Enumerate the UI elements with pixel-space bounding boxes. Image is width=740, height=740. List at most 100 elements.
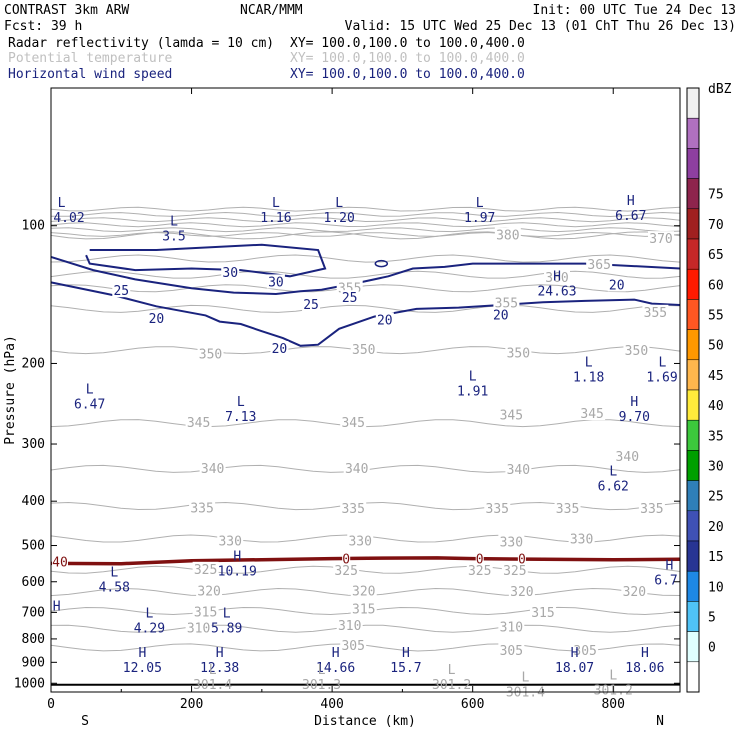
theta-label-bg bbox=[498, 407, 525, 422]
wind-label: 20 bbox=[377, 313, 393, 328]
wind-label-bg bbox=[270, 341, 289, 356]
zero-label-bg bbox=[517, 554, 526, 565]
extremum-h-marker: H bbox=[233, 550, 241, 565]
theta-label-bg bbox=[333, 562, 360, 577]
theta-label: 330 bbox=[348, 535, 371, 550]
theta-label-bg bbox=[340, 415, 367, 430]
y-tick-label: 1000 bbox=[14, 676, 45, 691]
colorbar-swatch bbox=[686, 419, 700, 451]
wind-label-bg bbox=[491, 307, 510, 322]
colorbar-swatch bbox=[686, 601, 700, 632]
y-tick-label: 800 bbox=[22, 632, 45, 647]
theta-contour-line bbox=[50, 227, 681, 233]
wind-contour-30 bbox=[85, 243, 327, 278]
theta-label-bg bbox=[505, 345, 532, 360]
colorbar-unit: dBZ bbox=[708, 82, 732, 97]
colorbar-label: 40 bbox=[708, 399, 724, 414]
theta-label: 335 bbox=[190, 502, 213, 517]
colorbar-swatch bbox=[686, 208, 700, 240]
extremum-l-marker: L bbox=[272, 196, 280, 211]
extremum-value: 6.7 bbox=[654, 574, 677, 589]
extremum-l-marker: L bbox=[335, 196, 343, 211]
wind-label: 30 bbox=[222, 266, 238, 281]
theta-label-bg bbox=[638, 500, 665, 515]
extremum-h-marker: H bbox=[553, 269, 561, 284]
theta-label: 350 bbox=[199, 347, 222, 362]
wind-label: 30 bbox=[268, 275, 284, 290]
theta-label-bg bbox=[197, 346, 224, 361]
wind-label-bg bbox=[221, 265, 240, 280]
theta-label: 340 bbox=[345, 462, 368, 477]
theta-label-bg bbox=[350, 583, 377, 598]
header-init: Init: 00 UTC Tue 24 Dec 13 bbox=[533, 3, 737, 18]
colorbar-swatch bbox=[686, 117, 700, 149]
extremum-value: 1.20 bbox=[323, 211, 354, 226]
extremum-value: 18.07 bbox=[555, 661, 594, 676]
field-theta-name: Potential temperature bbox=[8, 51, 173, 66]
theta-label: 345 bbox=[187, 416, 210, 431]
extremum-l-marker: L bbox=[659, 355, 667, 370]
x-tick-label: 400 bbox=[320, 697, 343, 712]
header-forecast: Fcst: 39 h bbox=[4, 19, 82, 34]
theta-label: 350 bbox=[625, 344, 648, 359]
theta-label: 340 bbox=[507, 463, 530, 478]
colorbar-label: 75 bbox=[708, 188, 724, 203]
wind-label-bg bbox=[266, 274, 285, 289]
x-tick-label: 200 bbox=[180, 697, 203, 712]
wind-label-bg bbox=[607, 277, 626, 292]
theta-label: 330 bbox=[218, 535, 241, 550]
theta-label-bg bbox=[501, 562, 528, 577]
extremum-value: 6.47 bbox=[74, 398, 105, 413]
extremum-l-marker: L bbox=[585, 355, 593, 370]
theta-label-bg bbox=[189, 500, 216, 515]
theta-label: 310 bbox=[338, 619, 361, 634]
theta-contour-line bbox=[50, 217, 681, 223]
field-wind-xy: XY= 100.0,100.0 to 100.0,400.0 bbox=[290, 67, 525, 82]
field-wind-name: Horizontal wind speed bbox=[8, 67, 172, 82]
colorbar-swatch bbox=[686, 178, 700, 210]
extremum-h-marker: H bbox=[53, 599, 61, 614]
extremum-h-marker: H bbox=[666, 559, 674, 574]
extremum-value: 1.97 bbox=[464, 211, 495, 226]
extremum-value: 24.63 bbox=[537, 284, 576, 299]
theta-label: 345 bbox=[341, 416, 364, 431]
theta-label-bg bbox=[529, 605, 556, 620]
colorbar-swatch bbox=[686, 450, 700, 481]
theta-label-bg bbox=[350, 342, 377, 357]
theta-label: 365 bbox=[587, 258, 610, 273]
theta-label-bg bbox=[196, 583, 223, 598]
colorbar-swatch bbox=[686, 661, 700, 693]
wind-contours bbox=[50, 243, 681, 347]
extremum-value: 1.16 bbox=[260, 211, 291, 226]
wind-contour-30-small bbox=[374, 259, 389, 268]
theta-label: 345 bbox=[500, 409, 523, 424]
extremum-h-marker: H bbox=[627, 194, 635, 209]
extremum-value: 4.58 bbox=[99, 580, 130, 595]
theta-label-bg bbox=[498, 642, 525, 657]
extremum-value: 12.38 bbox=[200, 661, 239, 676]
extremum-l-marker: L bbox=[110, 565, 118, 580]
theta-label-bg bbox=[544, 269, 571, 284]
colorbar-swatch bbox=[686, 540, 700, 572]
y-axis-label: Pressure (hPa) bbox=[3, 335, 18, 445]
theta-label-bg bbox=[498, 619, 525, 634]
theta-label: 355 bbox=[644, 306, 667, 321]
extremum-value: 301.3 bbox=[302, 678, 341, 693]
wind-label: 25 bbox=[113, 284, 129, 299]
theta-contour-line bbox=[50, 206, 681, 212]
theta-label: 305 bbox=[341, 639, 364, 654]
zero-label-bg bbox=[342, 554, 351, 565]
theta-label-bg bbox=[192, 604, 219, 619]
colorbar-label: 10 bbox=[708, 580, 724, 595]
theta-label-bg bbox=[494, 227, 521, 242]
theta-label: 320 bbox=[197, 584, 220, 599]
theta-label: 350 bbox=[507, 346, 530, 361]
colorbar-label: 15 bbox=[708, 550, 724, 565]
reflectivity-zero-line bbox=[50, 556, 681, 566]
extremum-value: 1.69 bbox=[646, 370, 677, 385]
colorbar-swatch bbox=[686, 329, 700, 361]
wind-label: 20 bbox=[272, 342, 288, 357]
colorbar-swatch bbox=[686, 510, 700, 542]
